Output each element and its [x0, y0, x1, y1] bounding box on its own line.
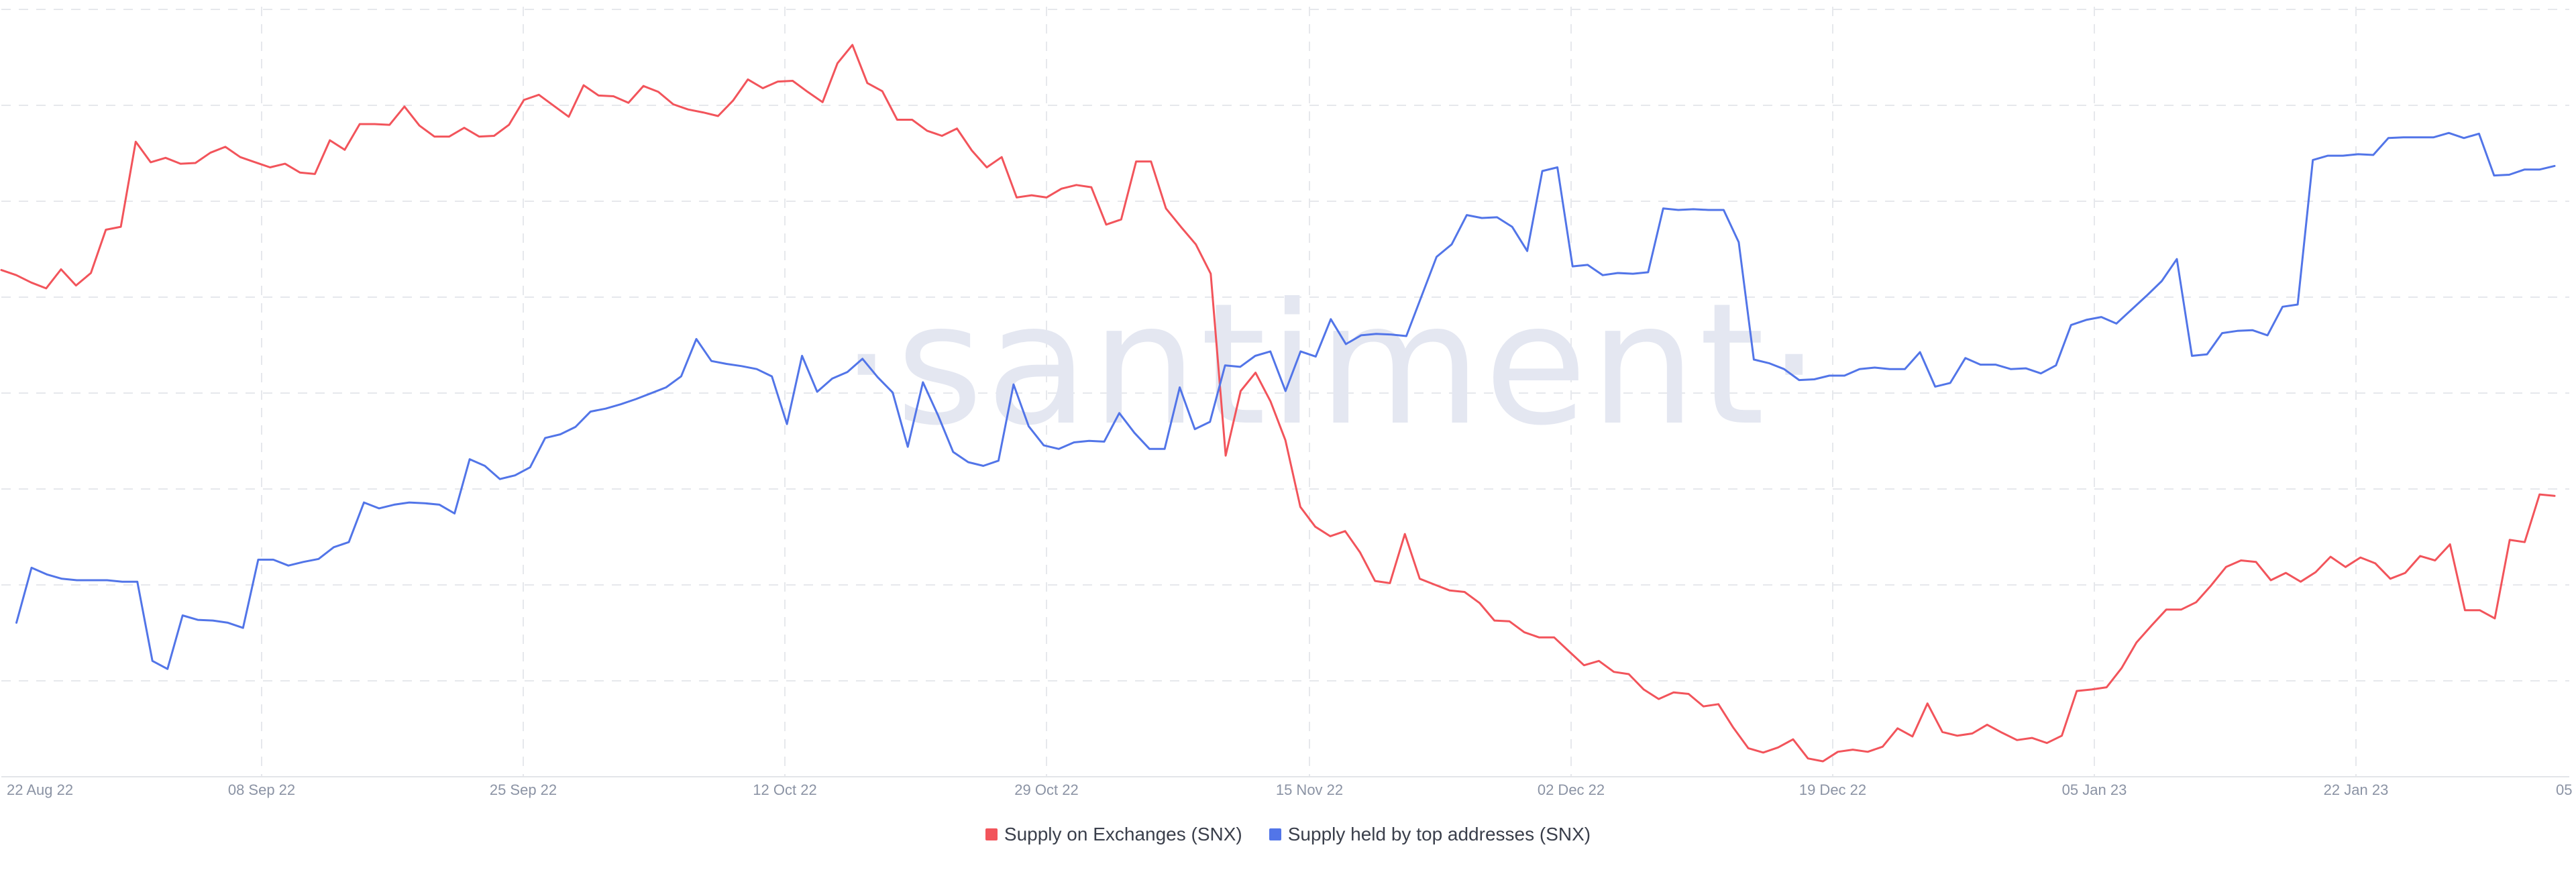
legend: Supply on Exchanges (SNX) Supply held by…	[0, 824, 2576, 845]
x-axis-ticks: 22 Aug 22 08 Sep 22 25 Sep 22 12 Oct 22 29 O…	[7, 781, 2576, 798]
x-tick-label: 22 Aug 22	[7, 781, 73, 798]
legend-label-exchanges: Supply on Exchanges (SNX)	[1004, 824, 1242, 844]
watermark-text: ·santiment·	[840, 267, 1823, 462]
series-layer	[0, 44, 2556, 763]
legend-item-exchanges[interactable]: Supply on Exchanges (SNX)	[985, 824, 1242, 845]
series-line-supply-top-addresses	[15, 131, 2556, 670]
legend-swatch-top-addresses	[1269, 828, 1281, 840]
series-line-supply-on-exchanges	[0, 44, 2556, 763]
x-tick-label: 05 Feb	[2556, 781, 2576, 798]
x-tick-label: 19 Dec 22	[1799, 781, 1866, 798]
x-tick-label: 22 Jan 23	[2324, 781, 2389, 798]
x-tick-label: 08 Sep 22	[228, 781, 295, 798]
legend-swatch-exchanges	[985, 828, 998, 840]
x-tick-label: 25 Sep 22	[490, 781, 557, 798]
x-tick-label: 29 Oct 22	[1014, 781, 1078, 798]
x-tick-label: 15 Nov 22	[1276, 781, 1343, 798]
line-chart-plot: ·santiment· 22 Aug 22 08 Sep 22 25 Sep 22 1…	[0, 7, 2576, 798]
grid	[1, 7, 2569, 777]
legend-label-top-addresses: Supply held by top addresses (SNX)	[1287, 824, 1591, 844]
x-tick-label: 05 Jan 23	[2062, 781, 2127, 798]
x-tick-label: 12 Oct 22	[753, 781, 816, 798]
x-tick-label: 02 Dec 22	[1538, 781, 1605, 798]
legend-item-top-addresses[interactable]: Supply held by top addresses (SNX)	[1269, 824, 1591, 845]
